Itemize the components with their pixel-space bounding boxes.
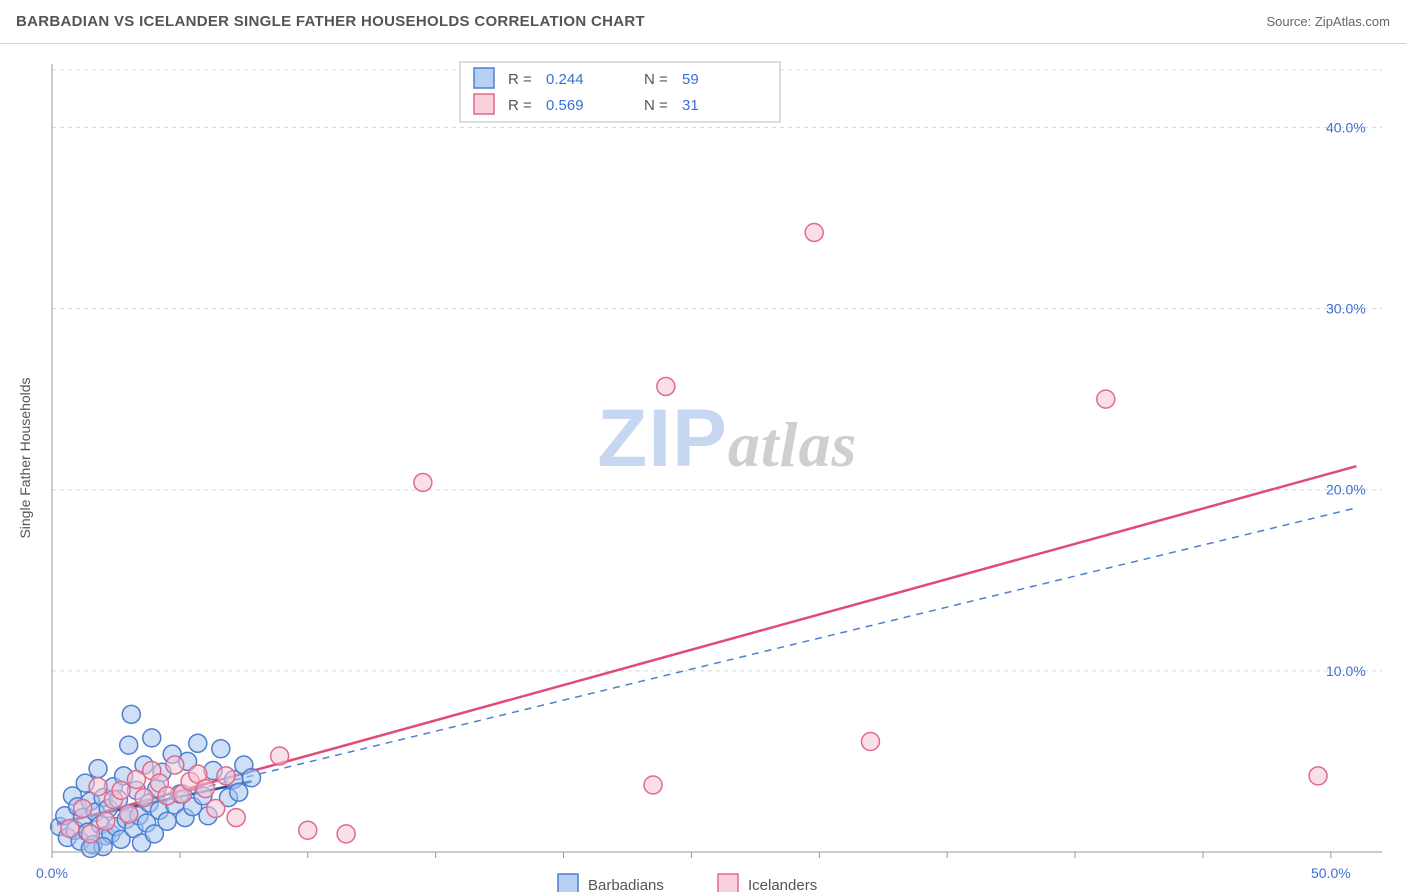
y-tick-label: 30.0% (1326, 301, 1366, 317)
y-tick-label: 10.0% (1326, 663, 1366, 679)
legend-n-value: 31 (682, 97, 699, 114)
x-tick-label: 50.0% (1311, 865, 1351, 881)
legend-swatch (474, 68, 494, 88)
barbadians-point (143, 729, 161, 747)
icelanders-point (135, 789, 153, 807)
y-tick-label: 20.0% (1326, 482, 1366, 498)
legend-r-label: R = (508, 71, 532, 88)
legend-n-label: N = (644, 71, 668, 88)
legend-r-value: 0.244 (546, 71, 584, 88)
barbadians-point (230, 783, 248, 801)
barbadians-point (122, 705, 140, 723)
icelanders-point (299, 821, 317, 839)
legend-swatch (474, 94, 494, 114)
bottom-legend-label: Icelanders (748, 877, 817, 892)
icelanders-point (1309, 767, 1327, 785)
source-link[interactable]: ZipAtlas.com (1315, 14, 1390, 29)
bottom-legend-swatch (718, 874, 738, 892)
barbadians-point (189, 734, 207, 752)
barbadians-point (212, 740, 230, 758)
icelanders-point (196, 780, 214, 798)
source-prefix: Source: (1266, 14, 1314, 29)
icelanders-point (217, 767, 235, 785)
barbadians-point (89, 760, 107, 778)
icelanders-point (97, 812, 115, 830)
icelanders-point (1097, 390, 1115, 408)
icelanders-point (166, 756, 184, 774)
y-axis-title: Single Father Households (17, 377, 33, 538)
icelanders-point (81, 825, 99, 843)
y-tick-label: 40.0% (1326, 119, 1366, 135)
icelanders-point (644, 776, 662, 794)
barbadians-point (120, 736, 138, 754)
bottom-legend-label: Barbadians (588, 877, 664, 892)
barbadians-point (243, 769, 261, 787)
bottom-legend-swatch (558, 874, 578, 892)
icelanders-point (805, 223, 823, 241)
chart-title: BARBADIAN VS ICELANDER SINGLE FATHER HOU… (16, 13, 645, 30)
icelanders-point (74, 800, 92, 818)
watermark: ZIPatlas (597, 393, 857, 484)
barbadians-point (158, 812, 176, 830)
icelanders-point (414, 473, 432, 491)
legend-r-value: 0.569 (546, 97, 584, 114)
chart-area: ZIPatlas 0.0% 50.0% 10.0% 20.0% 30.0% 40.0% Sin… (0, 44, 1406, 892)
icelanders-point (337, 825, 355, 843)
legend-n-value: 59 (682, 71, 699, 88)
scatter-chart-svg: ZIPatlas 0.0% 50.0% 10.0% 20.0% 30.0% 40.0% Sin… (0, 44, 1406, 892)
icelanders-point (227, 809, 245, 827)
x-tick-label: 0.0% (36, 865, 68, 881)
icelanders-point (657, 377, 675, 395)
chart-header: BARBADIAN VS ICELANDER SINGLE FATHER HOU… (0, 0, 1406, 44)
icelanders-point (207, 800, 225, 818)
icelanders-point (271, 747, 289, 765)
icelanders-point (112, 781, 130, 799)
icelanders-point (61, 819, 79, 837)
icelanders-point (89, 778, 107, 796)
source-attribution: Source: ZipAtlas.com (1266, 14, 1390, 29)
icelanders-point (120, 805, 138, 823)
legend-n-label: N = (644, 97, 668, 114)
icelanders-point (861, 732, 879, 750)
legend-r-label: R = (508, 97, 532, 114)
